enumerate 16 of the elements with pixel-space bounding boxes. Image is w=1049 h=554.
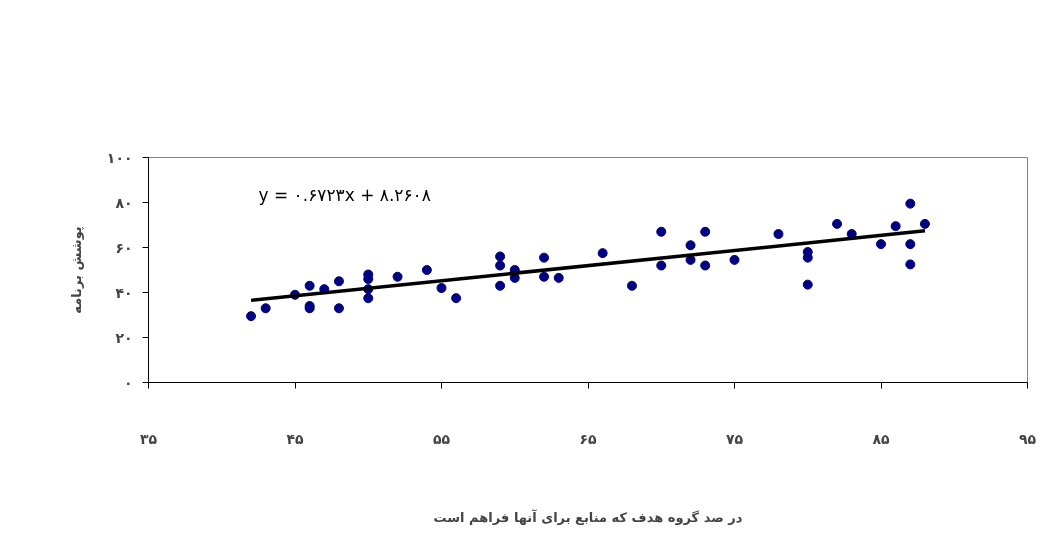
x-tick-label: ۷۵ bbox=[725, 430, 744, 447]
y-tick-label: ۲۰ bbox=[115, 329, 133, 346]
y-tick-label: ۶۰ bbox=[115, 239, 133, 256]
x-tick-label: ۹۵ bbox=[1018, 430, 1037, 447]
y-tick-label: ۱۰۰ bbox=[106, 149, 133, 166]
x-tick-label: ۴۵ bbox=[286, 430, 304, 447]
x-tick-label: ۵۵ bbox=[432, 430, 451, 447]
x-axis-title: در صد گروه هدف که منابع برای آنها فراهم است bbox=[433, 508, 743, 525]
y-tick-label: ۸۰ bbox=[115, 194, 133, 211]
annotation: y = ۰.۶۷۲۳x + ۸.۲۶۰۸ bbox=[258, 184, 431, 205]
y-axis-title: پوشش برنامه bbox=[68, 226, 84, 314]
x-tick-label: ۸۵ bbox=[872, 430, 890, 447]
y-tick-label: ۴۰ bbox=[115, 284, 133, 301]
x-tick-label: ۳۵ bbox=[139, 430, 158, 447]
y-tick-label: ۰ bbox=[123, 374, 133, 391]
x-tick-label: ۶۵ bbox=[579, 430, 597, 447]
